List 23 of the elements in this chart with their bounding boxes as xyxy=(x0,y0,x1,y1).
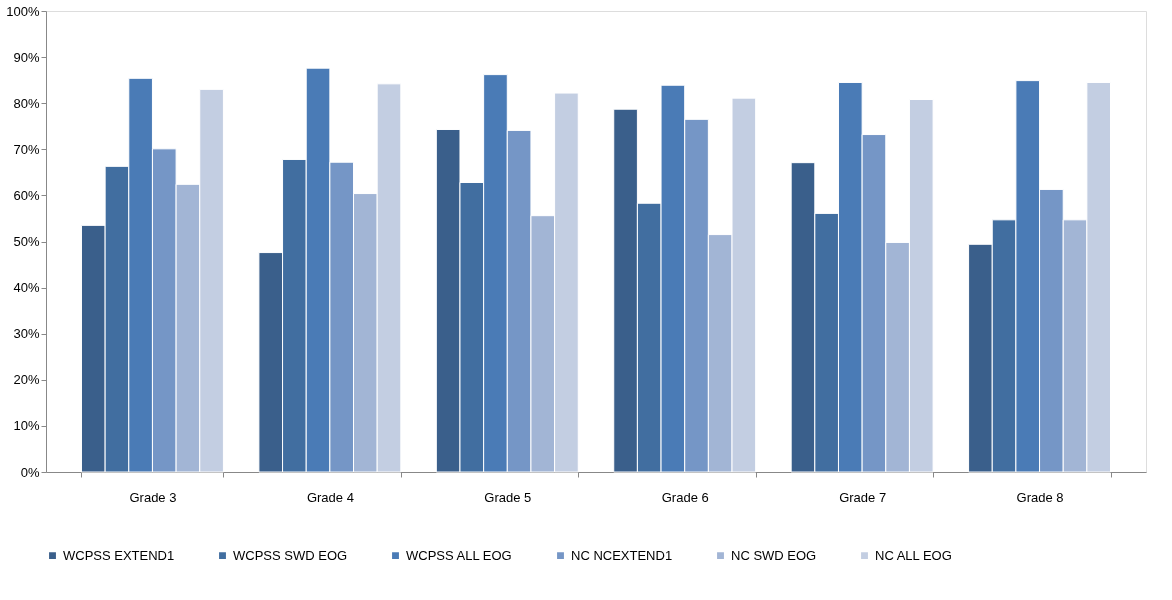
y-tick-label: 30% xyxy=(13,326,40,342)
y-tick-label: 100% xyxy=(6,3,40,19)
legend-label: WCPSS ALL EOG xyxy=(406,547,512,563)
y-tick-label: 80% xyxy=(13,95,40,111)
y-tick-label: 20% xyxy=(13,372,40,388)
legend-label: NC NCEXTEND1 xyxy=(571,547,673,563)
y-tick-label: 0% xyxy=(20,464,40,480)
y-tick-label: 90% xyxy=(13,49,40,65)
legend-label: NC SWD EOG xyxy=(731,547,817,563)
x-tick-label: Grade 5 xyxy=(484,489,532,505)
legend-label: NC ALL EOG xyxy=(875,547,952,563)
x-tick-label: Grade 3 xyxy=(129,489,177,505)
legend-label: WCPSS EXTEND1 xyxy=(63,547,175,563)
y-tick-label: 10% xyxy=(13,418,40,434)
x-tick-label: Grade 7 xyxy=(839,489,887,505)
y-tick-label: 70% xyxy=(13,141,40,157)
x-tick-label: Grade 8 xyxy=(1016,489,1064,505)
y-tick-label: 60% xyxy=(13,187,40,203)
y-tick-label: 40% xyxy=(13,280,40,296)
legend-label: WCPSS SWD EOG xyxy=(233,547,348,563)
x-tick-label: Grade 6 xyxy=(661,489,709,505)
y-tick-label: 50% xyxy=(13,234,40,249)
x-tick-label: Grade 4 xyxy=(306,489,354,505)
